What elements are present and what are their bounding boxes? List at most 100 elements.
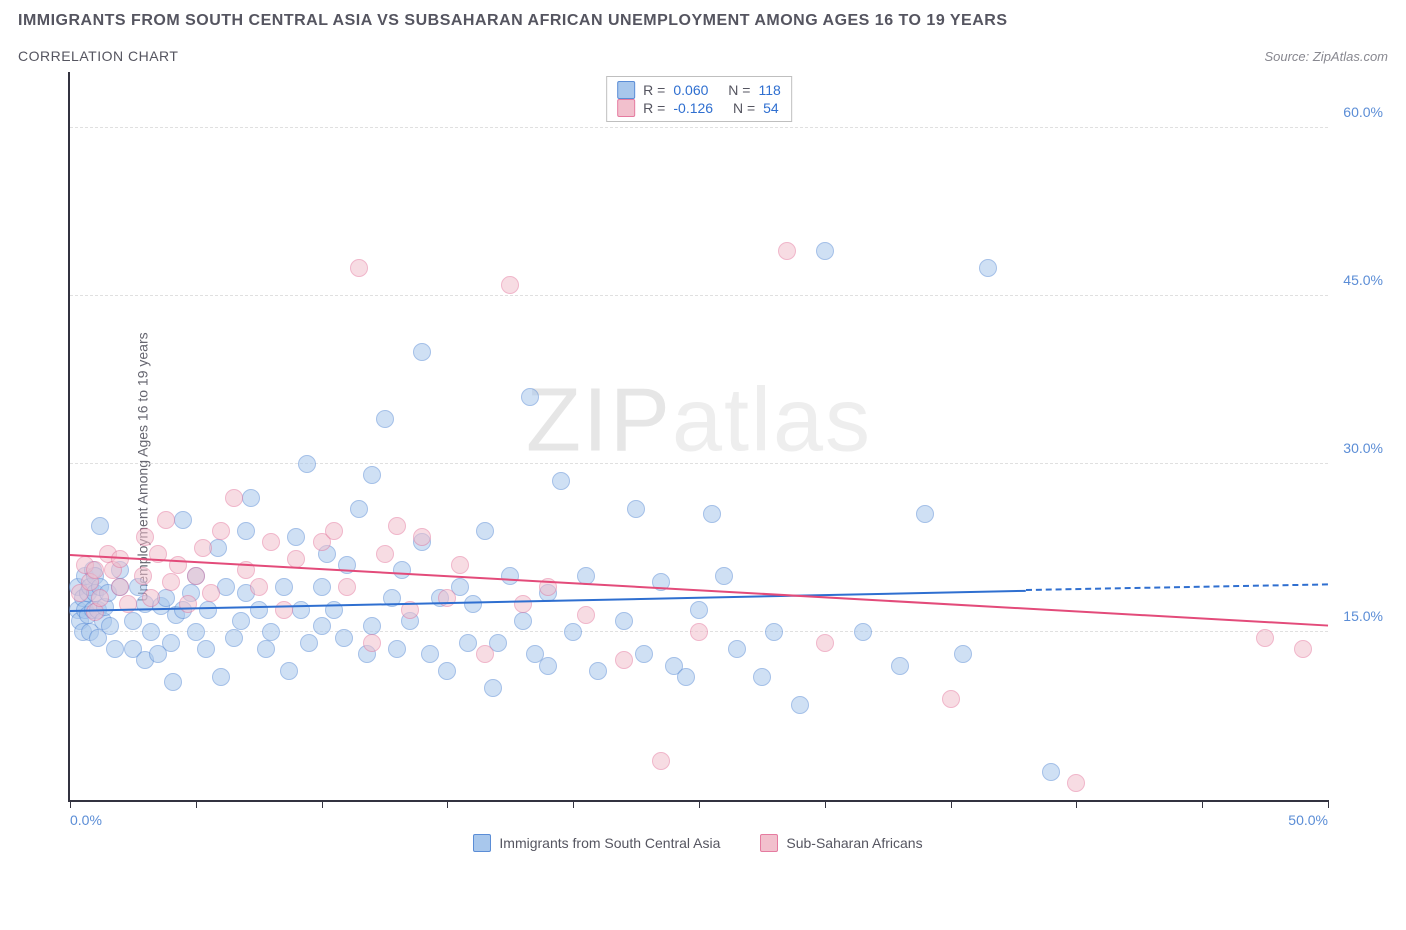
scatter-point xyxy=(101,617,119,635)
scatter-point xyxy=(275,578,293,596)
scatter-point xyxy=(338,578,356,596)
x-tick xyxy=(1076,800,1077,808)
scatter-point xyxy=(514,595,532,613)
n-value-1: 54 xyxy=(763,100,779,116)
scatter-point xyxy=(413,528,431,546)
scatter-point xyxy=(225,629,243,647)
scatter-point xyxy=(187,623,205,641)
scatter-point xyxy=(187,567,205,585)
scatter-point xyxy=(225,489,243,507)
scatter-point xyxy=(521,388,539,406)
y-tick-label: 60.0% xyxy=(1343,104,1383,120)
scatter-point xyxy=(552,472,570,490)
legend-swatch-0 xyxy=(617,81,635,99)
x-tick xyxy=(573,800,574,808)
scatter-point xyxy=(242,489,260,507)
scatter-point xyxy=(142,623,160,641)
x-tick-label: 0.0% xyxy=(70,812,102,828)
legend-swatch-1 xyxy=(617,99,635,117)
scatter-point xyxy=(363,634,381,652)
scatter-point xyxy=(979,259,997,277)
gridline xyxy=(70,295,1328,296)
legend-stats-row-0: R = 0.060 N = 118 xyxy=(617,81,781,99)
scatter-point xyxy=(501,567,519,585)
scatter-point xyxy=(275,601,293,619)
gridline xyxy=(70,463,1328,464)
scatter-point xyxy=(791,696,809,714)
scatter-point xyxy=(589,662,607,680)
x-tick xyxy=(1202,800,1203,808)
scatter-point xyxy=(476,645,494,663)
scatter-point xyxy=(174,511,192,529)
scatter-point xyxy=(250,578,268,596)
x-tick xyxy=(447,800,448,808)
scatter-point xyxy=(715,567,733,585)
scatter-point xyxy=(262,623,280,641)
scatter-point xyxy=(335,629,353,647)
scatter-point xyxy=(202,584,220,602)
scatter-point xyxy=(459,634,477,652)
r-label-0: R = xyxy=(643,82,665,98)
scatter-point xyxy=(91,589,109,607)
n-label-1: N = xyxy=(733,100,755,116)
watermark-bold: ZIP xyxy=(526,371,672,471)
x-tick xyxy=(825,800,826,808)
scatter-point xyxy=(250,601,268,619)
scatter-point xyxy=(577,606,595,624)
scatter-point xyxy=(1294,640,1312,658)
scatter-point xyxy=(413,343,431,361)
scatter-point xyxy=(677,668,695,686)
scatter-point xyxy=(106,640,124,658)
scatter-point xyxy=(891,657,909,675)
scatter-point xyxy=(136,528,154,546)
chart-container: Unemployment Among Ages 16 to 19 years Z… xyxy=(18,72,1388,862)
x-tick xyxy=(196,800,197,808)
legend-series-label-0: Immigrants from South Central Asia xyxy=(499,835,720,851)
scatter-point xyxy=(501,276,519,294)
scatter-point xyxy=(703,505,721,523)
scatter-point xyxy=(421,645,439,663)
scatter-point xyxy=(438,589,456,607)
scatter-point xyxy=(753,668,771,686)
scatter-point xyxy=(1067,774,1085,792)
scatter-point xyxy=(388,640,406,658)
scatter-point xyxy=(300,634,318,652)
scatter-point xyxy=(280,662,298,680)
y-tick-label: 45.0% xyxy=(1343,272,1383,288)
scatter-point xyxy=(232,612,250,630)
scatter-point xyxy=(350,259,368,277)
legend-series-0: Immigrants from South Central Asia xyxy=(473,834,720,852)
scatter-point xyxy=(169,556,187,574)
watermark: ZIPatlas xyxy=(526,370,872,473)
y-tick-label: 15.0% xyxy=(1343,608,1383,624)
scatter-point xyxy=(539,657,557,675)
scatter-point xyxy=(690,623,708,641)
scatter-point xyxy=(942,690,960,708)
n-value-0: 118 xyxy=(758,82,780,98)
r-label-1: R = xyxy=(643,100,665,116)
x-tick xyxy=(699,800,700,808)
scatter-point xyxy=(854,623,872,641)
scatter-point xyxy=(164,673,182,691)
legend-series-swatch-0 xyxy=(473,834,491,852)
scatter-point xyxy=(635,645,653,663)
scatter-point xyxy=(134,567,152,585)
legend-series-1: Sub-Saharan Africans xyxy=(760,834,922,852)
scatter-point xyxy=(816,634,834,652)
scatter-point xyxy=(652,752,670,770)
scatter-point xyxy=(111,578,129,596)
chart-title: IMMIGRANTS FROM SOUTH CENTRAL ASIA VS SU… xyxy=(18,12,1388,30)
scatter-point xyxy=(690,601,708,619)
scatter-point xyxy=(162,634,180,652)
r-value-1: -0.126 xyxy=(673,100,713,116)
y-tick-label: 30.0% xyxy=(1343,440,1383,456)
scatter-point xyxy=(464,595,482,613)
scatter-point xyxy=(257,640,275,658)
legend-series-swatch-1 xyxy=(760,834,778,852)
r-value-0: 0.060 xyxy=(673,82,708,98)
scatter-point xyxy=(1256,629,1274,647)
scatter-point xyxy=(199,601,217,619)
scatter-point xyxy=(212,522,230,540)
x-tick-label: 50.0% xyxy=(1288,812,1328,828)
gridline xyxy=(70,127,1328,128)
